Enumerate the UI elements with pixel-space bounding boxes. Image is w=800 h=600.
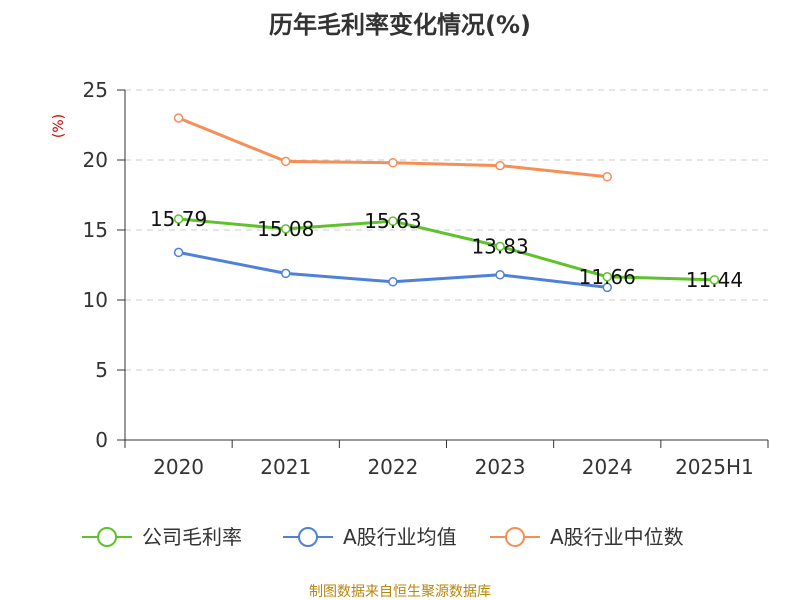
series-point <box>495 241 505 252</box>
source-note: 制图数据来自恒生聚源数据库 <box>309 584 491 600</box>
series-point <box>602 272 612 282</box>
series-point <box>173 113 184 123</box>
y-tick-label: 25 <box>83 78 108 102</box>
x-tick-label: 2025H1 <box>675 455 754 479</box>
series-point <box>602 172 612 182</box>
series-point <box>388 216 398 226</box>
series-point <box>281 268 291 279</box>
data-label: 11.44 <box>686 268 743 292</box>
y-tick-label: 5 <box>95 358 108 382</box>
series-point <box>173 247 184 258</box>
legend-swatch-marker <box>505 527 525 547</box>
series-group <box>173 113 720 293</box>
y-tick-label: 15 <box>83 218 108 242</box>
series-point <box>173 214 184 224</box>
legend: 公司毛利率 A股行业均值 A股行业中位数 <box>82 525 684 549</box>
legend-label: 公司毛利率 <box>142 525 242 549</box>
axes: 0 5 10 15 20 25 2020 2021 2022 2023 2024 2025H1 <box>83 78 769 479</box>
data-label: 15.63 <box>364 209 421 233</box>
y-tick-label: 10 <box>83 288 108 312</box>
data-label: 11.66 <box>579 265 636 289</box>
y-axis-unit: (%) <box>51 114 67 138</box>
x-tick-label: 2023 <box>475 455 526 479</box>
data-labels: 15.79 15.08 15.63 13.83 11.66 11.44 <box>150 207 743 292</box>
legend-label: A股行业中位数 <box>550 525 684 549</box>
data-label: 15.08 <box>257 217 314 241</box>
series-point <box>281 156 291 167</box>
series-point <box>388 158 398 168</box>
series-point <box>709 275 720 285</box>
legend-swatch-marker <box>97 527 117 547</box>
data-label: 13.83 <box>471 234 528 258</box>
series-point <box>495 270 505 280</box>
x-tick-label: 2021 <box>260 455 311 479</box>
y-tick-label: 20 <box>83 148 108 172</box>
series-point <box>495 160 505 171</box>
chart-title: 历年毛利率变化情况(%) <box>269 11 531 39</box>
x-tick-label: 2020 <box>153 455 204 479</box>
legend-label: A股行业均值 <box>343 525 457 549</box>
grid-lines <box>125 89 768 371</box>
y-tick-label: 0 <box>95 428 108 452</box>
x-tick-label: 2024 <box>582 455 633 479</box>
series-line <box>178 217 715 282</box>
series-point <box>281 224 291 234</box>
series-point <box>388 277 398 287</box>
x-tick-label: 2022 <box>367 455 418 479</box>
series-line <box>178 116 608 179</box>
legend-swatch-marker <box>298 527 318 547</box>
data-label: 15.79 <box>150 207 207 231</box>
series-point <box>602 282 612 293</box>
